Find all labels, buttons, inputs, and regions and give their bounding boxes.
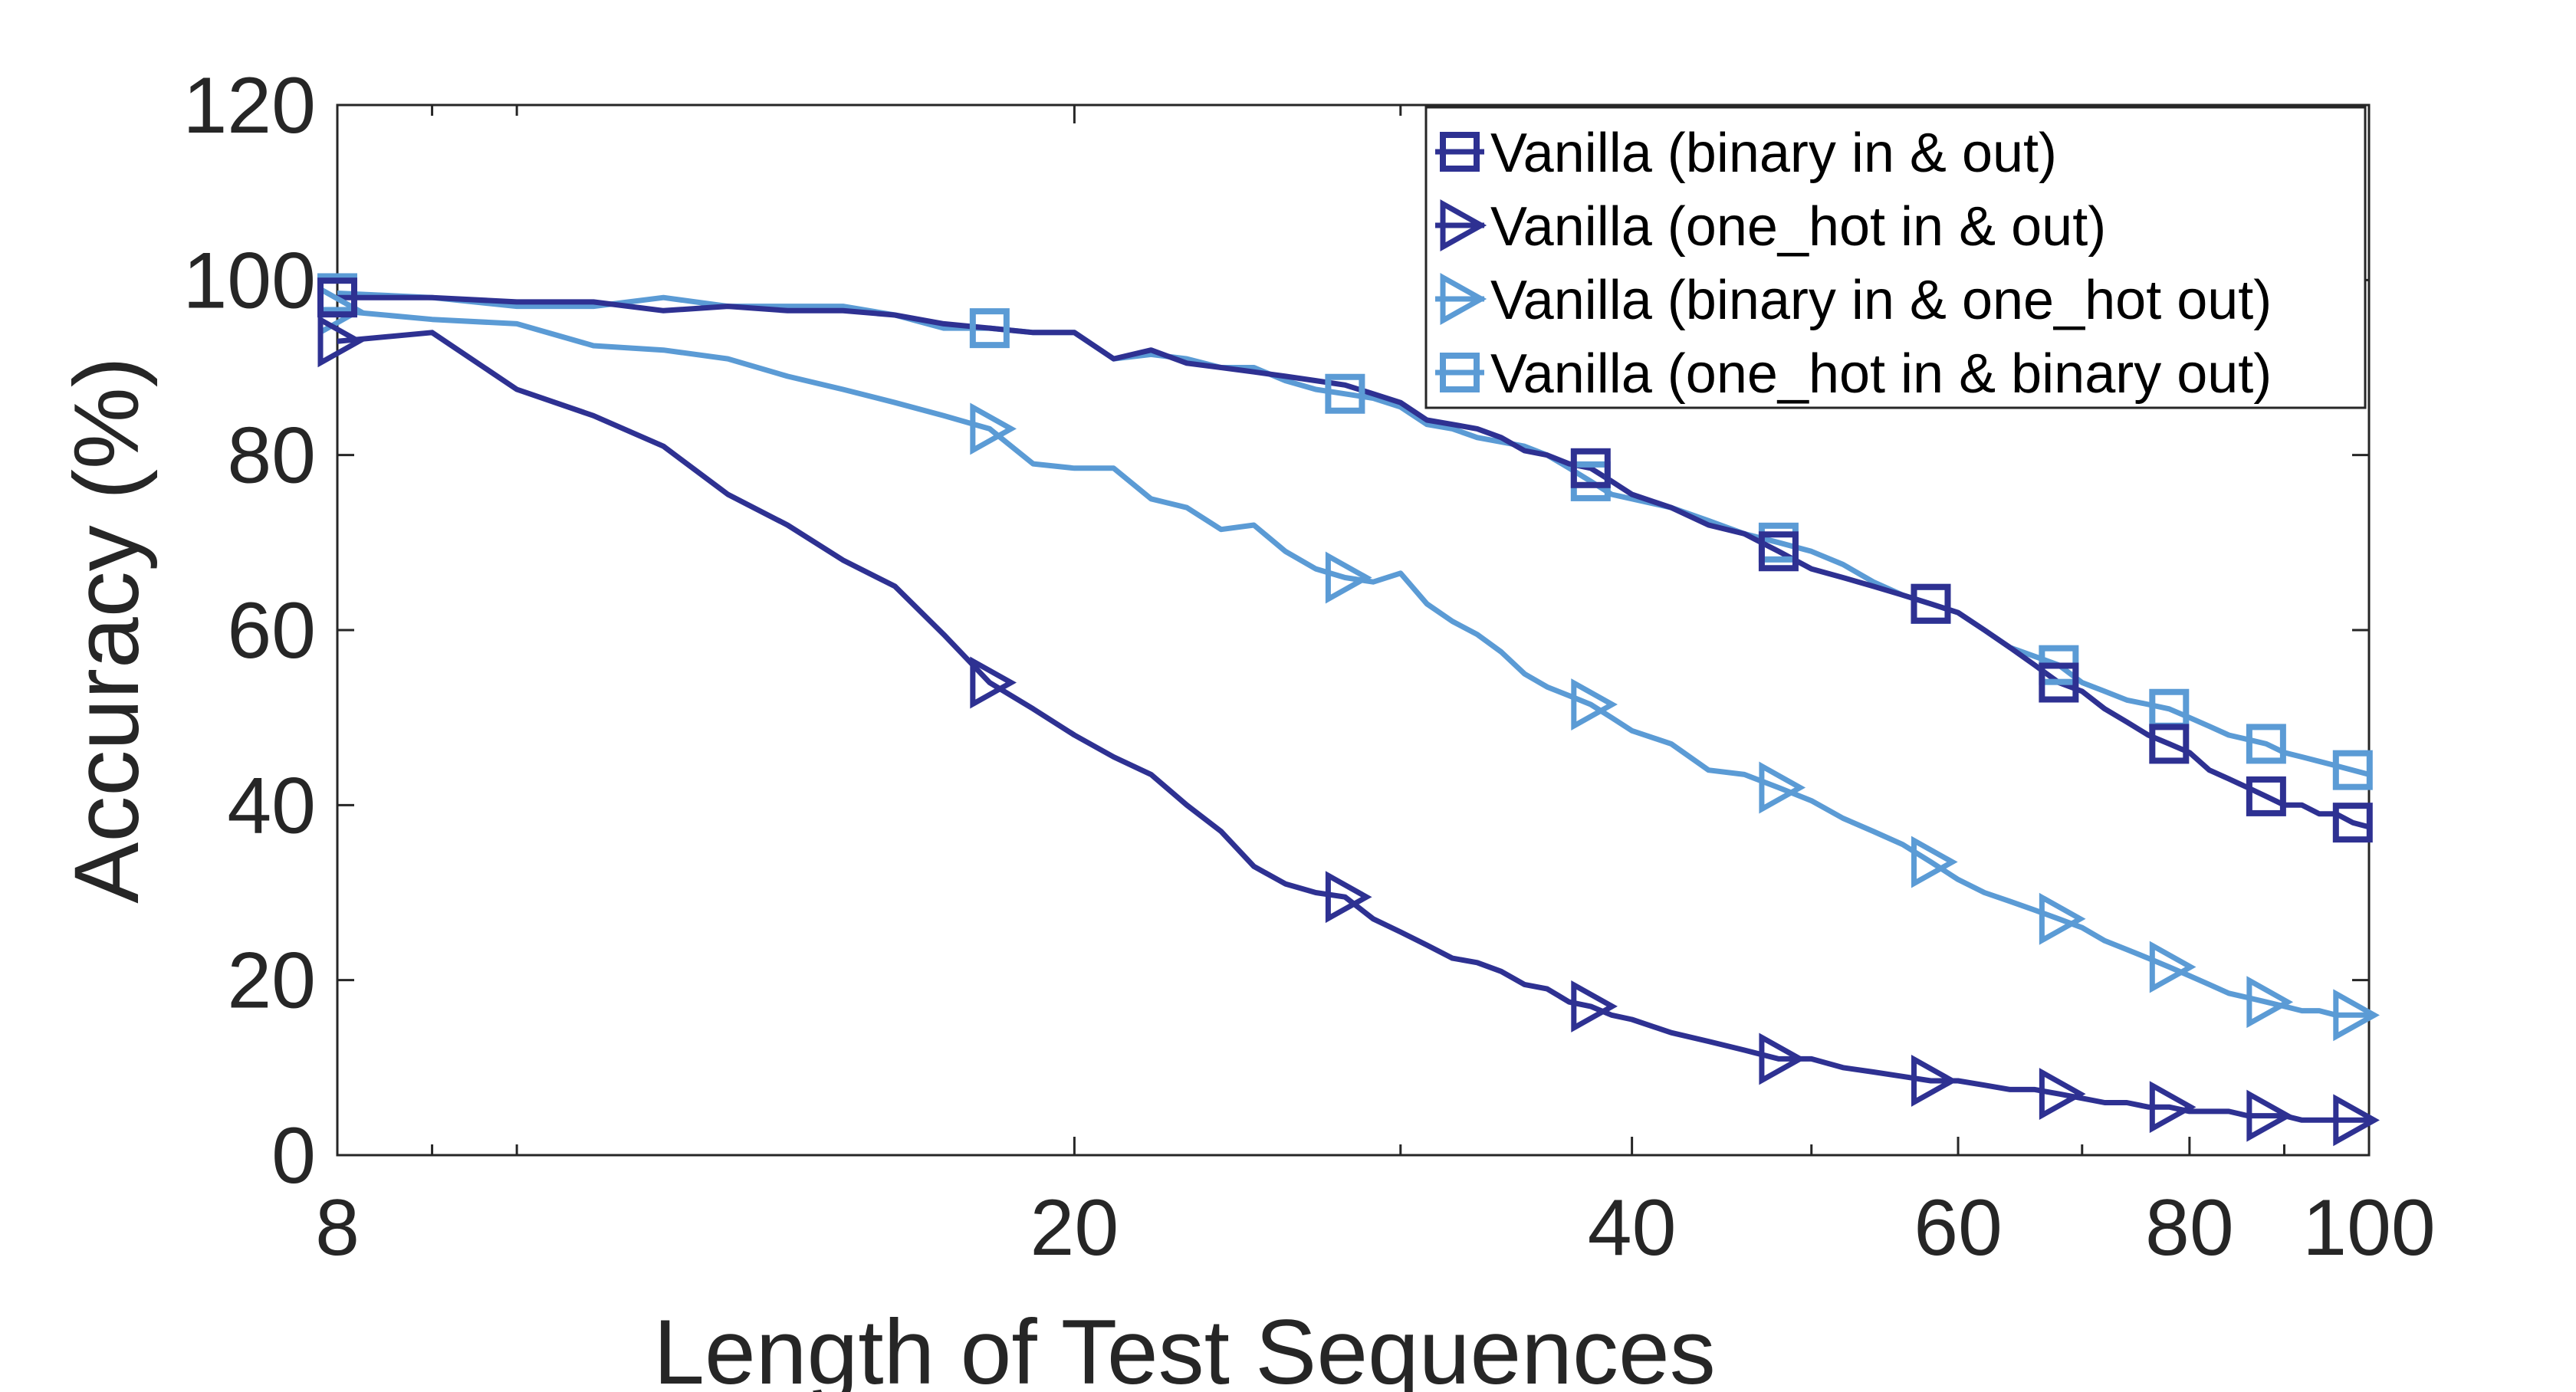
- y-tick-label: 80: [227, 412, 316, 501]
- data-point-marker: [2149, 724, 2190, 764]
- y-tick-label: 100: [182, 236, 316, 325]
- data-point-marker: [2246, 724, 2286, 764]
- x-tick-label: 100: [2302, 1184, 2436, 1272]
- data-point-marker: [317, 277, 357, 318]
- y-tick-label: 60: [227, 586, 316, 675]
- legend-marker: [1440, 273, 1487, 325]
- data-point-marker: [2149, 1081, 2196, 1134]
- data-point-marker: [969, 308, 1010, 349]
- y-tick-label: 0: [271, 1111, 316, 1200]
- legend: Vanilla (binary in & out) Vanilla (one_ho…: [1424, 106, 2367, 409]
- data-point-marker: [1759, 761, 1806, 814]
- data-point-marker: [2039, 1068, 2086, 1121]
- y-tick-label: 20: [227, 937, 316, 1026]
- legend-box: [1424, 106, 2367, 409]
- data-point-marker: [1911, 836, 1958, 888]
- x-tick-label: 60: [1914, 1184, 2003, 1272]
- data-point-marker: [1570, 448, 1611, 488]
- y-axis: 0 20 40 60 80 100 120: [182, 61, 2369, 1200]
- legend-label: Vanilla (binary in & out): [1490, 123, 2057, 184]
- data-point-marker: [2332, 803, 2373, 843]
- data-point-marker: [1911, 1054, 1958, 1107]
- y-tick-label: 120: [182, 61, 316, 150]
- legend-marker: [1440, 353, 1480, 392]
- data-point-marker: [970, 656, 1017, 709]
- data-point-marker: [1759, 1033, 1806, 1085]
- data-point-marker: [1325, 373, 1365, 414]
- x-tick-label: 20: [1030, 1184, 1119, 1272]
- data-point-marker: [2332, 750, 2373, 790]
- data-point-marker: [2333, 989, 2380, 1042]
- x-tick-label: 80: [2145, 1184, 2234, 1272]
- y-tick-label: 40: [227, 761, 316, 850]
- data-point-marker: [970, 402, 1017, 455]
- data-point-marker: [2246, 1089, 2294, 1142]
- legend-label: Vanilla (one_hot in & binary out): [1490, 343, 2272, 405]
- data-point-marker: [2246, 976, 2294, 1029]
- x-tick-label: 40: [1588, 1184, 1677, 1272]
- data-point-marker: [2039, 892, 2086, 945]
- data-point-marker: [2246, 776, 2286, 816]
- data-point-marker: [1571, 980, 1618, 1033]
- data-point-marker: [2333, 1094, 2380, 1147]
- data-point-marker: [1325, 551, 1372, 604]
- legend-label: Vanilla (one_hot in & out): [1490, 196, 2106, 258]
- data-point-marker: [1571, 678, 1618, 731]
- x-axis: 8 20 40 60 80 100: [315, 105, 2436, 1272]
- data-point-marker: [1325, 871, 1372, 924]
- data-point-marker: [2039, 662, 2079, 703]
- marker-layer: [317, 273, 2380, 1147]
- legend-marker: [1440, 132, 1480, 172]
- legend-marker: [1440, 199, 1487, 251]
- data-point-marker: [1911, 583, 1951, 624]
- legend-label: Vanilla (binary in & one_hot out): [1490, 270, 2272, 331]
- data-point-marker: [317, 315, 365, 368]
- y-axis-label: Accuracy (%): [55, 356, 158, 903]
- x-axis-label: Length of Test Sequences: [653, 1301, 1716, 1392]
- data-point-marker: [2149, 941, 2196, 993]
- x-tick-label: 8: [315, 1184, 360, 1272]
- data-point-marker: [1758, 531, 1799, 572]
